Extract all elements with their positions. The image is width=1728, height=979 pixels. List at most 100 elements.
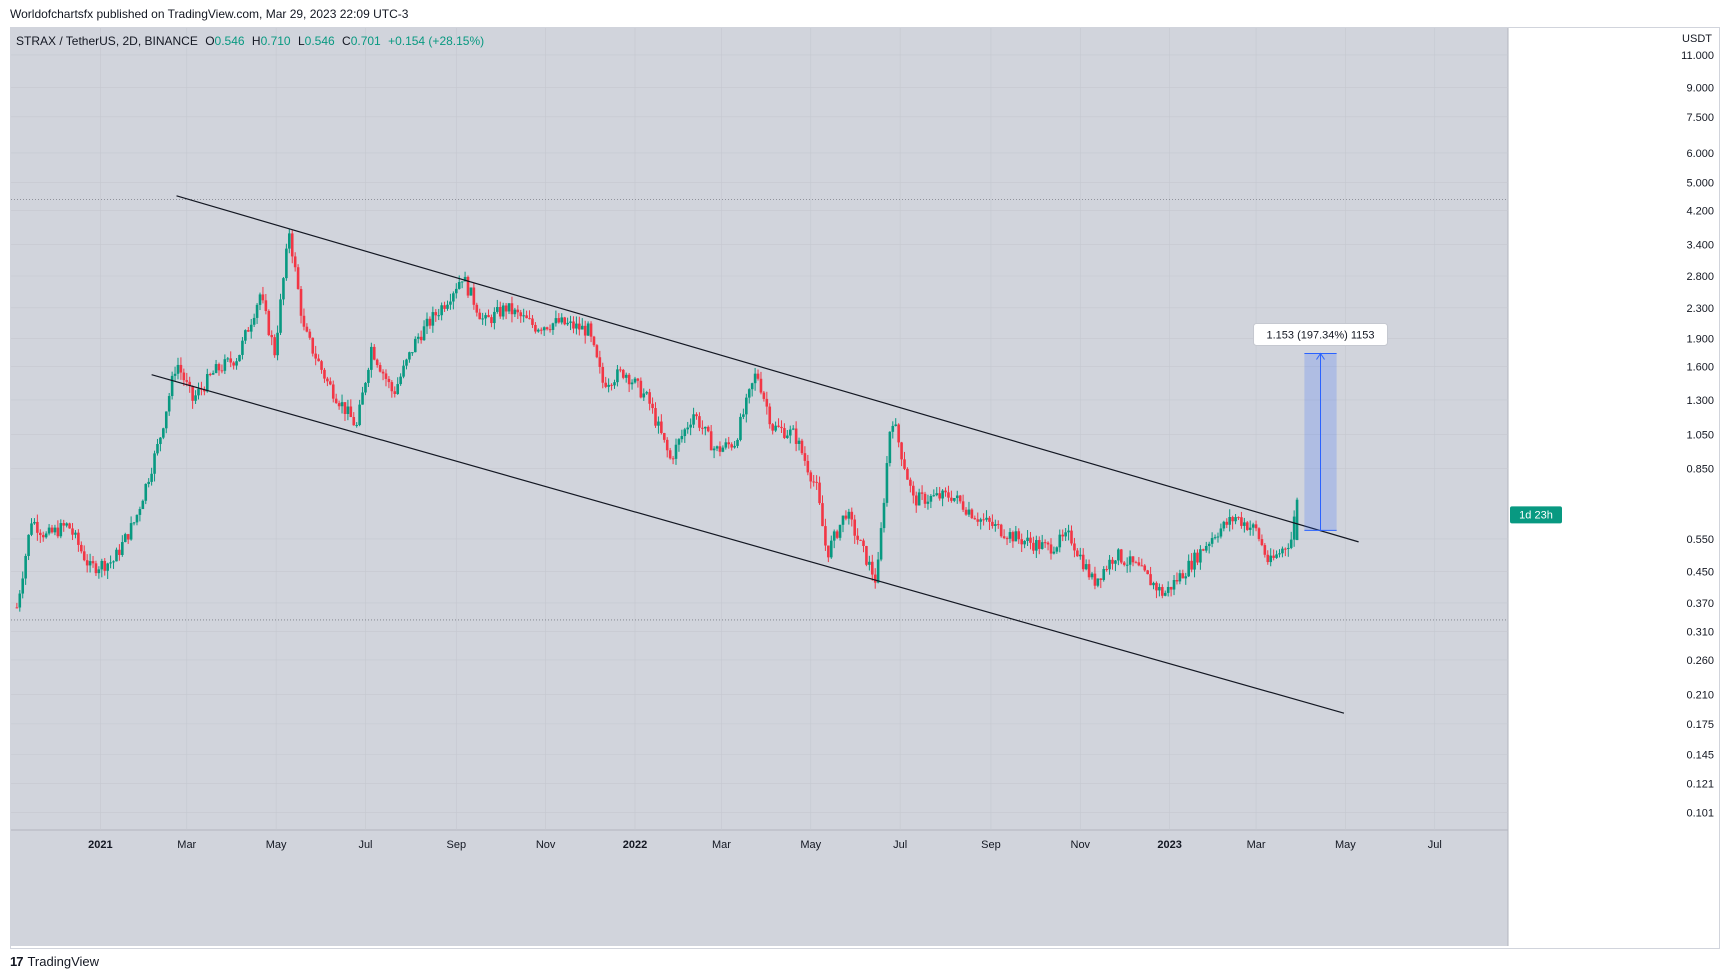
candle [378,365,382,372]
candle [601,366,605,383]
candle [1228,517,1231,525]
candle [290,233,294,257]
candle [841,515,845,525]
y-tick-label: 0.450 [1686,566,1714,578]
candle [528,318,531,320]
candle [870,561,874,575]
candle [203,389,206,392]
candle [1108,559,1111,570]
x-tick-label: Jul [1428,839,1442,851]
candle [170,375,174,397]
candle [208,374,212,376]
candle [475,304,479,313]
candle [774,425,777,431]
candle [1275,554,1278,558]
candle [194,395,197,401]
candle [150,473,153,482]
candle [736,439,739,446]
last-candle [1295,499,1299,541]
candle [238,354,241,362]
candle [33,521,36,524]
candle [443,305,446,309]
candle [320,361,323,370]
candle [768,406,772,425]
candle [1289,539,1293,548]
candle [77,532,80,545]
candle [85,560,89,566]
candle [147,481,150,484]
candle [355,425,358,427]
candle [903,459,906,469]
candle [431,312,435,326]
candle [806,460,810,473]
candle [844,515,848,519]
candle [1137,562,1141,566]
candle [633,378,637,383]
candle [185,380,189,382]
candle [560,317,564,323]
candle [1117,549,1120,561]
candle [941,490,944,499]
candle [1105,569,1108,571]
candle [370,346,373,370]
candle [1005,538,1009,540]
candle [885,463,889,503]
x-tick-label: Mar [712,839,731,851]
candle [1081,554,1085,570]
candle [771,424,774,431]
candle [1266,554,1270,563]
candle [1243,522,1246,526]
candle [434,312,438,316]
candle [548,329,552,331]
high-label: H [251,34,261,48]
candles-group [15,228,1299,612]
plot-background [11,28,1508,946]
candle [613,382,616,386]
candle [610,384,613,386]
candle [1216,536,1220,538]
candle [115,549,118,562]
candle [285,248,288,279]
candle [343,402,347,414]
candle [1146,570,1149,575]
candle [1026,537,1029,541]
candle [449,301,452,305]
x-tick-label: 2023 [1157,839,1181,851]
candle [695,414,698,417]
candle [1163,592,1167,596]
candle [1155,582,1158,591]
y-tick-label: 0.175 [1686,719,1714,731]
candle [21,578,25,594]
candle [662,433,666,440]
candle [361,392,364,405]
candle [677,439,681,445]
candle [944,490,947,493]
candle [788,429,792,436]
candle [747,389,751,398]
candle [337,403,341,407]
candle [900,442,903,460]
candle [838,524,842,538]
y-tick-label: 0.850 [1686,464,1714,476]
candle [258,294,262,305]
candle [753,373,757,384]
candle [516,309,520,313]
high-value: 0.710 [260,34,291,48]
candle [384,373,388,379]
candle [296,267,300,290]
candle [1046,542,1050,545]
candle [985,517,988,520]
candle [862,540,865,547]
candle [317,358,320,362]
candle [267,311,271,336]
candle [1178,573,1182,582]
candle [305,326,309,332]
candle [906,468,909,480]
candle [1251,524,1255,528]
candle [1020,539,1023,545]
candle [179,364,183,373]
footer-branding[interactable]: 17 TradingView [10,954,99,969]
candle [308,331,312,338]
candle [947,492,950,498]
